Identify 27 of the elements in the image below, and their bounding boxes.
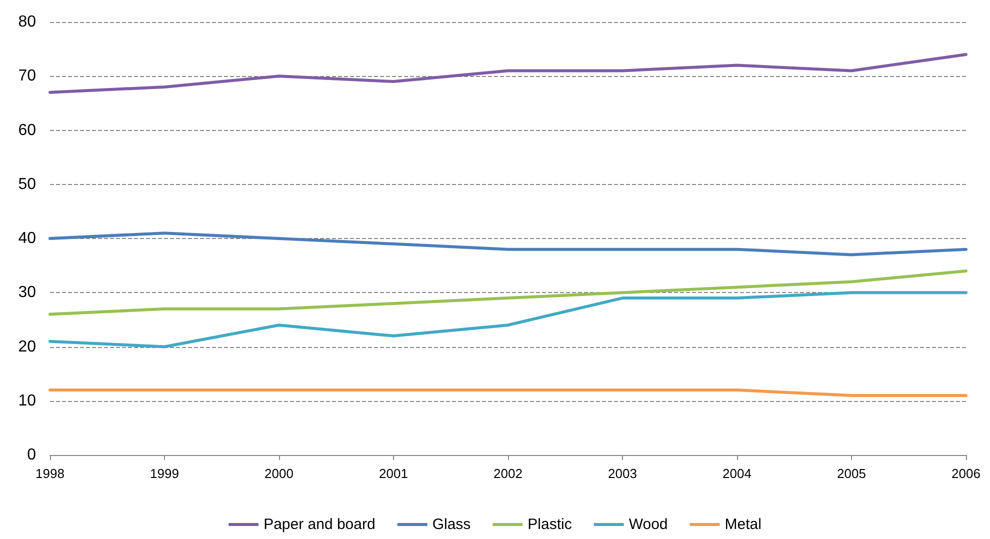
x-tick-label: 2004 bbox=[722, 466, 752, 481]
y-tick-label: 10 bbox=[18, 392, 36, 410]
x-tick-label: 2001 bbox=[379, 466, 408, 481]
x-tick-label: 2002 bbox=[494, 466, 522, 481]
y-tick-label: 60 bbox=[18, 122, 36, 139]
legend-label: Paper and board bbox=[264, 516, 376, 533]
line-series bbox=[48, 52, 968, 94]
y-tick-label: 40 bbox=[18, 230, 36, 247]
y-tick-label: 50 bbox=[18, 176, 36, 193]
x-tick-label: 1999 bbox=[150, 466, 179, 481]
line-series bbox=[48, 269, 968, 316]
y-tick-label: 20 bbox=[18, 338, 36, 356]
line-series bbox=[48, 232, 968, 256]
y-tick-label: 30 bbox=[18, 284, 36, 302]
x-tick-label: 2006 bbox=[952, 466, 980, 481]
legend-label: Wood bbox=[628, 516, 668, 533]
x-tick-label: 2005 bbox=[837, 466, 866, 481]
y-tick-label: 70 bbox=[18, 68, 36, 85]
x-tick-label: 2000 bbox=[264, 466, 294, 481]
y-tick-label: 80 bbox=[18, 14, 36, 30]
legend-label: Metal bbox=[724, 516, 762, 533]
legend-label: Glass bbox=[432, 516, 471, 533]
x-tick-label: 1998 bbox=[36, 466, 64, 481]
y-tick-label: 0 bbox=[27, 446, 36, 464]
line-series bbox=[48, 291, 968, 348]
legend-label: Plastic bbox=[528, 516, 572, 533]
x-tick-label: 2003 bbox=[608, 466, 637, 481]
